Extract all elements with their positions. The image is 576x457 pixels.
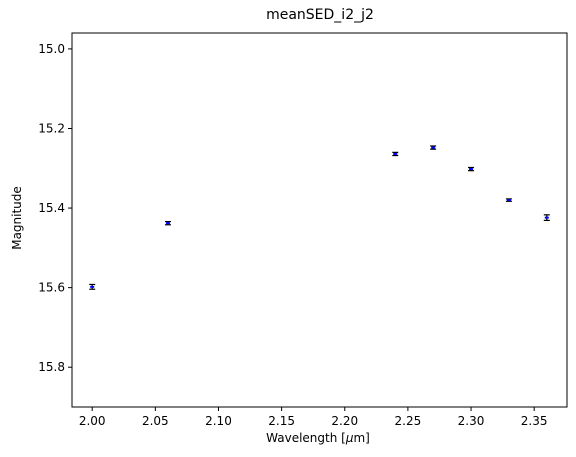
data-point (430, 145, 437, 150)
y-tick-label: 15.0 (38, 42, 65, 56)
y-axis-label: Magnitude (10, 186, 24, 250)
data-point (89, 283, 96, 290)
x-axis: 2.00 2.05 2.10 2.15 2.20 2.25 2.30 2.35 (79, 407, 548, 428)
x-tick-label: 2.00 (79, 414, 106, 428)
x-axis-label: Wavelength [μm] (266, 431, 370, 445)
x-tick-label: 2.25 (395, 414, 422, 428)
y-tick-label: 15.8 (38, 360, 65, 374)
y-axis: 15.0 15.2 15.4 15.6 15.8 (38, 42, 72, 374)
chart-title: meanSED_i2_j2 (266, 7, 374, 23)
data-point (392, 151, 399, 157)
x-tick-label: 2.20 (331, 414, 358, 428)
y-tick-label: 15.2 (38, 121, 65, 135)
x-tick-label: 2.15 (268, 414, 295, 428)
x-tick-label: 2.30 (458, 414, 485, 428)
data-point (505, 198, 512, 202)
axes-frame (71, 32, 568, 408)
data-point (468, 166, 475, 172)
data-point (164, 220, 171, 226)
y-tick-label: 15.4 (38, 201, 65, 215)
y-tick-label: 15.6 (38, 281, 65, 295)
plot-area (89, 145, 550, 290)
x-tick-label: 2.10 (205, 414, 232, 428)
x-tick-label: 2.05 (142, 414, 169, 428)
data-point (543, 214, 550, 221)
x-tick-label: 2.35 (521, 414, 548, 428)
